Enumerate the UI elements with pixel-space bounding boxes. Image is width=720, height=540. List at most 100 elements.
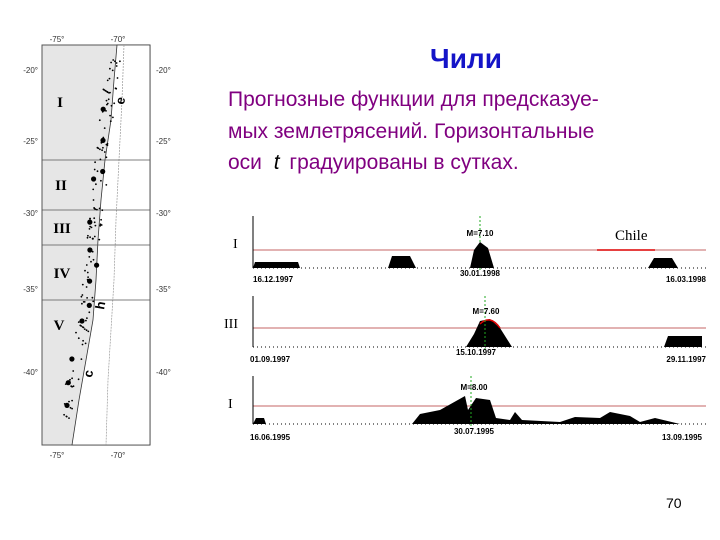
epicenter <box>92 238 94 240</box>
epicenter <box>112 116 114 119</box>
lat-label: -20° <box>156 66 171 75</box>
epicenter <box>69 406 72 409</box>
page-number: 70 <box>666 495 682 511</box>
forecast-curve <box>466 319 702 347</box>
epicenter <box>81 343 84 346</box>
epicenter <box>106 79 109 82</box>
epicenter <box>71 399 73 402</box>
epicenter <box>100 218 102 221</box>
forecast-curve <box>253 242 678 268</box>
epicenter <box>71 407 73 410</box>
epicenter <box>68 400 70 403</box>
epicenter <box>87 247 93 253</box>
lat-label: -25° <box>156 137 171 146</box>
lat-label: -35° <box>23 285 38 294</box>
epicenter <box>85 286 88 288</box>
epicenter <box>112 59 115 61</box>
epicenter <box>65 415 68 418</box>
date-label: 13.09.1995 <box>662 433 703 442</box>
epicenter <box>100 106 106 112</box>
epicenter <box>87 330 90 333</box>
epicenter <box>92 300 95 303</box>
epicenter <box>71 377 73 380</box>
epicenter <box>108 77 111 80</box>
epicenter <box>64 383 67 385</box>
date-label: 16.03.1998 <box>666 275 707 284</box>
date-label: 30.01.1998 <box>460 269 501 278</box>
event-curve <box>479 319 501 329</box>
epicenter <box>101 110 104 113</box>
epicenter <box>87 234 89 237</box>
text-part: оси <box>228 151 268 174</box>
epicenter <box>86 302 92 308</box>
epicenter <box>88 228 91 230</box>
title: Чили <box>430 43 502 74</box>
zone-label: II <box>55 178 67 194</box>
epicenter <box>91 296 94 299</box>
epicenter <box>83 328 86 330</box>
epicenter <box>94 224 97 227</box>
magnitude: M=7.60 <box>473 307 500 316</box>
epicenter <box>87 219 93 225</box>
epicenter <box>71 358 73 360</box>
epicenter <box>64 402 70 408</box>
epicenter <box>100 179 102 182</box>
panel-label: I <box>228 397 233 412</box>
epicenter <box>105 99 108 102</box>
epicenter <box>98 238 101 241</box>
epicenter <box>94 161 96 164</box>
date-label: 15.10.1997 <box>456 348 497 357</box>
map: I II III IV V e h c -75° -70° -75° -70° … <box>23 35 171 460</box>
epicenter <box>93 168 96 171</box>
forecast-panel: I M=8.00 16.06.1995 30.07.1995 13.09.199… <box>228 376 706 442</box>
magnitude: M=7.10 <box>467 229 494 238</box>
epicenter <box>101 209 104 212</box>
lat-label: -20° <box>23 66 38 75</box>
epicenter <box>84 269 86 272</box>
epicenter <box>115 87 118 90</box>
date-label: 30.07.1995 <box>454 427 495 436</box>
epicenter <box>95 183 97 186</box>
epicenter <box>69 378 71 381</box>
epicenter <box>106 144 109 147</box>
epicenter <box>81 302 83 305</box>
epicenter <box>90 226 93 229</box>
epicenter <box>89 225 92 228</box>
body-line: оси t градуированы в сутках. <box>228 151 519 174</box>
epicenter <box>82 339 84 342</box>
epicenter <box>92 188 95 191</box>
epicenter <box>85 319 87 322</box>
epicenter <box>109 91 111 94</box>
lat-label: -30° <box>156 209 171 218</box>
epicenter <box>75 331 77 334</box>
body-line: Прогнозные функции для предсказуе- <box>228 88 599 111</box>
date-label: 16.12.1997 <box>253 275 294 284</box>
epicenter <box>100 141 103 144</box>
date-label: 01.09.1997 <box>250 355 291 364</box>
forecast-panel: I M=7.10 16.12.1997 30.01.1998 16.03.199… <box>233 216 707 284</box>
epicenter <box>103 88 105 91</box>
epicenter <box>101 149 103 152</box>
zone-label: III <box>53 221 71 237</box>
epicenter <box>105 184 108 186</box>
lat-label: -30° <box>23 209 38 218</box>
epicenter <box>99 158 102 161</box>
epicenter <box>99 148 101 151</box>
map-letter: h <box>92 300 108 310</box>
epicenter <box>100 168 106 175</box>
magnitude: M=8.00 <box>461 383 488 392</box>
epicenter <box>102 146 104 149</box>
zone-label: IV <box>54 266 71 282</box>
epicenter <box>67 405 70 408</box>
epicenter <box>105 110 107 112</box>
epicenter <box>98 207 101 210</box>
epicenter <box>71 385 73 388</box>
epicenter <box>98 119 101 122</box>
epicenter <box>111 69 114 72</box>
epicenter <box>116 77 119 79</box>
epicenter <box>65 380 71 386</box>
map-letter: c <box>80 369 96 379</box>
epicenter <box>88 256 91 258</box>
epicenter <box>103 127 106 129</box>
epicenter <box>83 301 86 303</box>
